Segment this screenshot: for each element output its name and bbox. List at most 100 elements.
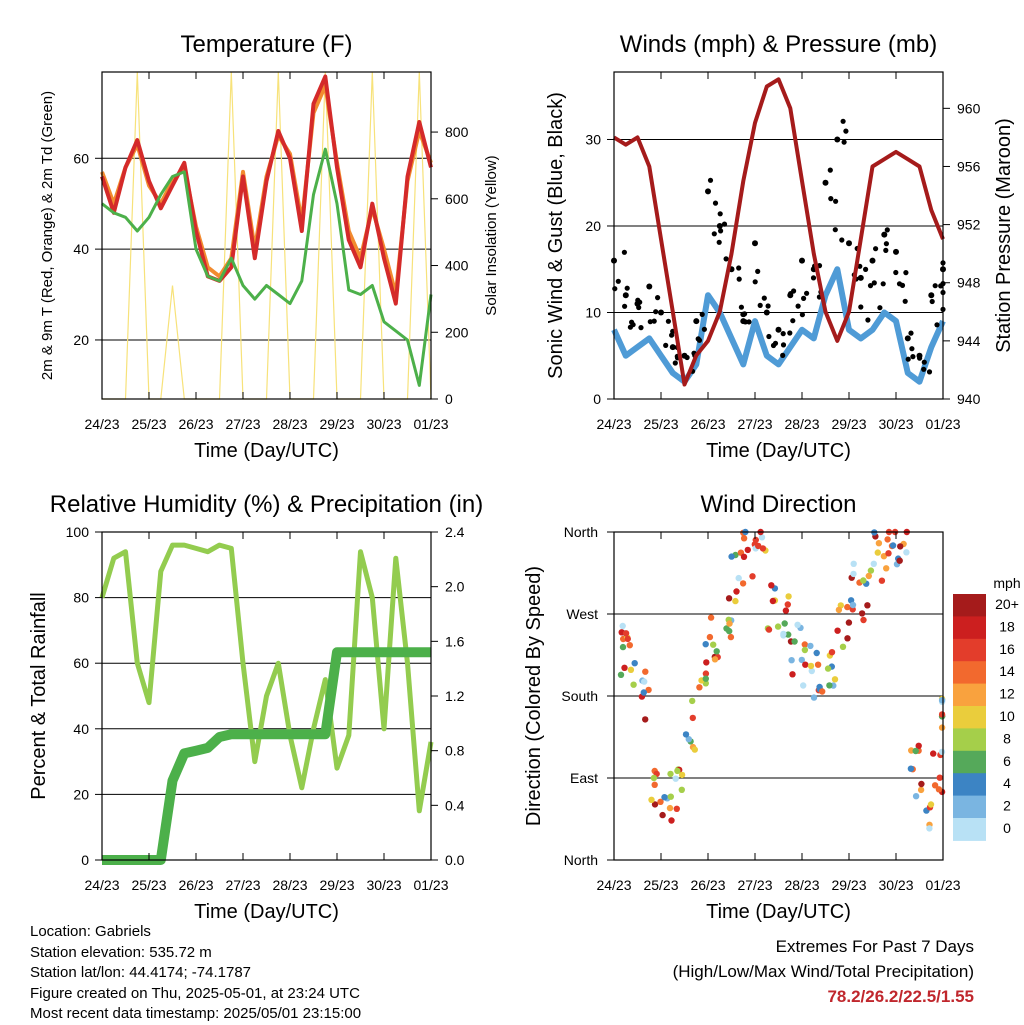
direction-point bbox=[915, 742, 922, 749]
extremes-box: Extremes For Past 7 Days (High/Low/Max W… bbox=[673, 934, 974, 1009]
panel-title-3: Wind Direction bbox=[700, 491, 856, 518]
direction-point bbox=[710, 641, 717, 648]
direction-point bbox=[938, 697, 946, 704]
gust-point bbox=[624, 285, 630, 291]
direction-point bbox=[785, 593, 792, 600]
gust-point bbox=[840, 118, 846, 124]
direction-point bbox=[858, 610, 866, 617]
panel-title-0: Temperature (F) bbox=[180, 31, 352, 58]
gust-point bbox=[841, 139, 847, 145]
direction-point bbox=[621, 664, 628, 671]
gust-point bbox=[902, 298, 908, 304]
gust-point bbox=[865, 317, 871, 323]
x-tick-label: 26/23 bbox=[178, 877, 213, 893]
pressure-line bbox=[612, 77, 945, 387]
gust-point bbox=[934, 322, 940, 328]
gust-point bbox=[637, 299, 643, 305]
y2-tick-label: 0.8 bbox=[445, 743, 465, 759]
legend-label: 18 bbox=[999, 618, 1015, 634]
x-tick-label: 01/23 bbox=[413, 416, 448, 432]
direction-point bbox=[769, 597, 777, 605]
y-tick-label: 0 bbox=[81, 852, 89, 868]
gust-point bbox=[884, 227, 890, 233]
direction-point bbox=[835, 606, 843, 614]
direction-point bbox=[874, 549, 881, 556]
y2-tick-label: 1.6 bbox=[445, 633, 465, 649]
direction-point bbox=[713, 648, 720, 655]
y-tick-label: West bbox=[566, 606, 598, 622]
legend-swatch bbox=[953, 706, 986, 729]
direction-point bbox=[930, 750, 937, 757]
direction-point bbox=[860, 577, 867, 584]
direction-point bbox=[627, 666, 635, 673]
gust-point bbox=[655, 295, 661, 301]
y-axis-label: 2m & 9m T (Red, Orange) & 2m Td (Green) bbox=[39, 91, 56, 380]
direction-point bbox=[702, 641, 709, 648]
direction-point bbox=[752, 536, 759, 544]
legend-label: 6 bbox=[1003, 753, 1011, 769]
y-axis-label: Direction (Colored By Speed) bbox=[523, 566, 545, 826]
direction-point bbox=[622, 630, 630, 637]
direction-point bbox=[739, 580, 747, 587]
gust-point bbox=[712, 200, 719, 206]
x-tick-label: 30/23 bbox=[366, 877, 401, 893]
x-tick-label: 01/23 bbox=[413, 877, 448, 893]
gust-point bbox=[770, 342, 777, 349]
direction-point bbox=[834, 627, 841, 634]
direction-point bbox=[931, 782, 939, 789]
direction-point bbox=[824, 665, 832, 672]
gust-point bbox=[905, 356, 911, 362]
direction-point bbox=[850, 570, 857, 578]
x-axis-label: Time (Day/UTC) bbox=[706, 440, 851, 462]
direction-point bbox=[645, 686, 652, 694]
y2-tick-label: 800 bbox=[445, 124, 469, 140]
direction-point bbox=[735, 574, 742, 582]
gust-point bbox=[787, 330, 793, 336]
direction-point bbox=[755, 542, 762, 550]
direction-point bbox=[617, 671, 625, 678]
extremes-values: 78.2/26.2/22.5/1.55 bbox=[827, 987, 974, 1006]
y-axis-label: Percent & Total Rainfall bbox=[28, 592, 50, 800]
legend-label: 10 bbox=[999, 708, 1015, 724]
direction-point bbox=[725, 595, 733, 602]
gust-point bbox=[780, 331, 786, 337]
direction-point bbox=[798, 656, 805, 664]
plot-frame bbox=[101, 71, 432, 400]
gust-point bbox=[705, 188, 711, 195]
direction-point bbox=[691, 746, 698, 753]
y2-tick-label: 948 bbox=[957, 275, 981, 291]
x-tick-label: 25/23 bbox=[131, 416, 166, 432]
gust-point bbox=[699, 311, 705, 317]
gust-point bbox=[917, 355, 923, 361]
direction-point bbox=[831, 676, 839, 683]
direction-point bbox=[878, 577, 886, 584]
direction-point bbox=[883, 565, 890, 572]
x-tick-label: 25/23 bbox=[643, 416, 678, 432]
gust-point bbox=[910, 354, 916, 360]
gust-point bbox=[858, 304, 864, 310]
gust-point bbox=[736, 265, 742, 271]
direction-point bbox=[885, 550, 892, 557]
y-tick-label: 10 bbox=[585, 304, 601, 320]
x-tick-label: 30/23 bbox=[878, 416, 913, 432]
y2-tick-label: 944 bbox=[957, 333, 981, 349]
gust-point bbox=[723, 256, 729, 262]
gust-point bbox=[629, 319, 635, 325]
direction-point bbox=[896, 557, 903, 564]
y2-tick-label: 960 bbox=[957, 100, 981, 116]
y-tick-label: East bbox=[570, 770, 598, 786]
gust-point bbox=[695, 336, 701, 342]
direction-point bbox=[650, 774, 658, 782]
direction-point bbox=[936, 774, 943, 781]
x-tick-label: 27/23 bbox=[737, 416, 772, 432]
direction-point bbox=[801, 641, 808, 648]
direction-point bbox=[907, 765, 915, 772]
direction-point bbox=[844, 635, 851, 642]
y-tick-label: South bbox=[561, 688, 598, 704]
gust-point bbox=[693, 318, 700, 325]
direction-point bbox=[727, 633, 735, 641]
gust-point bbox=[799, 312, 806, 318]
direction-point bbox=[706, 633, 714, 641]
x-tick-label: 27/23 bbox=[225, 416, 260, 432]
x-tick-label: 30/23 bbox=[878, 877, 913, 893]
